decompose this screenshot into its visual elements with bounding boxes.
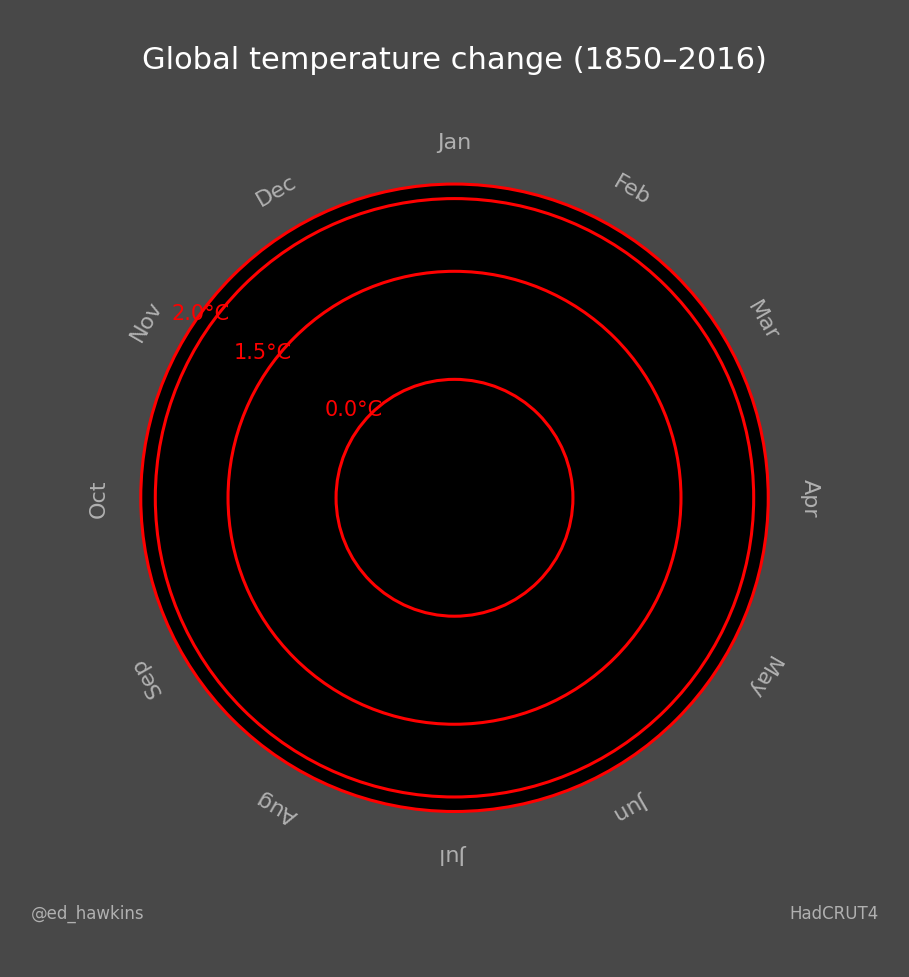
Text: Oct: Oct — [89, 479, 109, 518]
Text: Feb: Feb — [610, 173, 654, 209]
Text: Jul: Jul — [441, 843, 468, 864]
Text: Aug: Aug — [253, 786, 301, 826]
Text: 0.0°C: 0.0°C — [325, 400, 383, 420]
Circle shape — [141, 185, 768, 812]
Text: Global temperature change (1850–2016): Global temperature change (1850–2016) — [142, 46, 767, 75]
Text: Dec: Dec — [254, 172, 301, 210]
Text: Jan: Jan — [437, 133, 472, 153]
Text: May: May — [742, 651, 783, 701]
Text: Apr: Apr — [800, 479, 820, 518]
Text: Jun: Jun — [612, 788, 652, 823]
Text: Mar: Mar — [743, 298, 782, 344]
Text: HadCRUT4: HadCRUT4 — [789, 904, 878, 921]
Text: 2.0°C: 2.0°C — [172, 304, 230, 324]
Text: 1.5°C: 1.5°C — [234, 343, 292, 362]
Text: @ed_hawkins: @ed_hawkins — [31, 904, 145, 921]
Text: Sep: Sep — [127, 653, 166, 699]
Text: Nov: Nov — [127, 297, 166, 345]
